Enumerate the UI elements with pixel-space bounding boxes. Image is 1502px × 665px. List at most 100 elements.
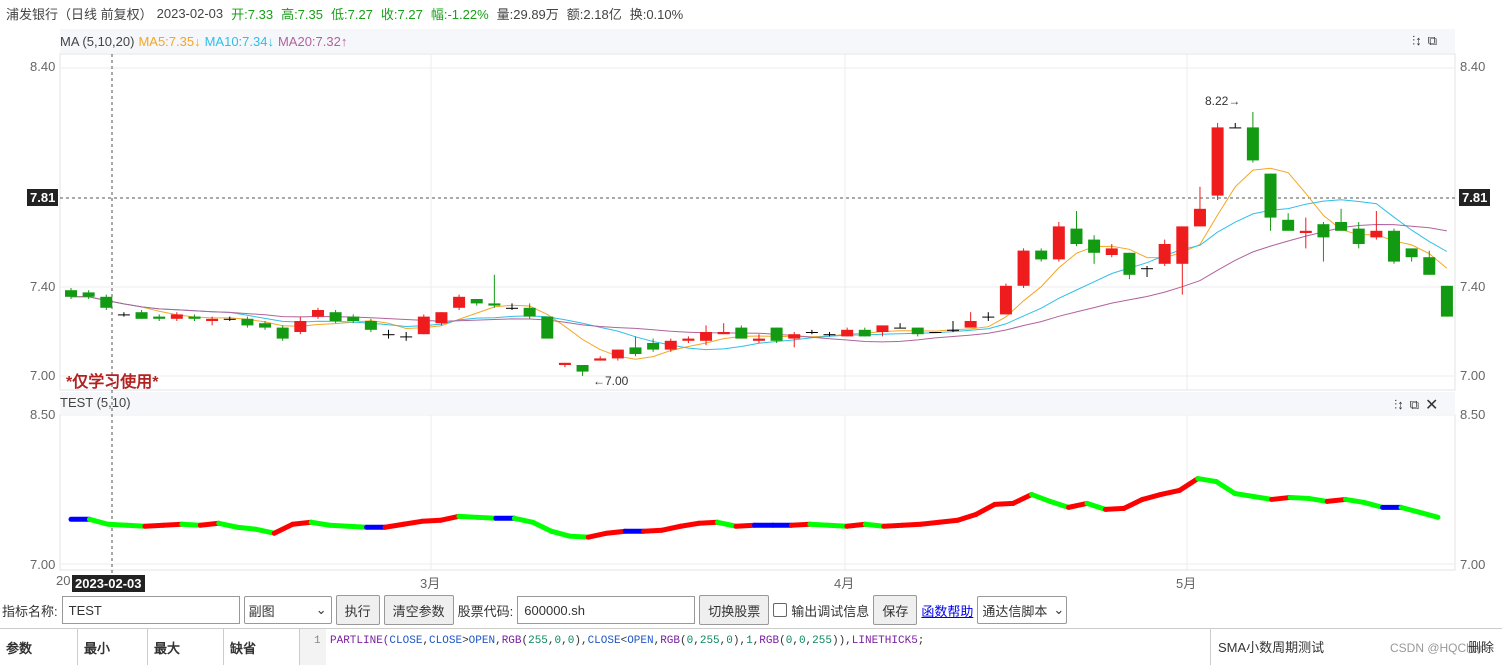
code-token: > — [462, 635, 469, 647]
main-chart-frame — [59, 53, 1456, 391]
sub-line-segment — [142, 522, 166, 529]
kline-chart[interactable] — [0, 0, 1502, 593]
candle-body — [400, 336, 413, 338]
delete-button[interactable]: 删除 — [1468, 640, 1495, 655]
script-type-value: 通达信脚本 — [982, 603, 1048, 619]
candle-body — [1299, 230, 1312, 233]
sub-line-segment — [327, 522, 351, 529]
adjust-params-icon[interactable]: ⫶↕ — [1394, 397, 1404, 412]
candle-body — [1246, 127, 1259, 161]
script-list-item[interactable]: SMA小数周期测试 — [1218, 640, 1325, 655]
function-help-link[interactable]: 函数帮助 — [921, 603, 974, 619]
code-token: ), — [732, 635, 747, 647]
chart-type-select[interactable]: 副图 ⌄ — [243, 596, 332, 624]
indicator-name-label: 指标名称: — [2, 603, 58, 619]
sub-line-segment — [345, 523, 370, 530]
code-token: 0 — [567, 635, 575, 647]
code-token: 0 — [554, 635, 562, 647]
main-chart-tools: ⫶↕ ⧉ — [1412, 33, 1437, 49]
code-token: CLOSE — [587, 635, 621, 647]
candle-body — [1282, 219, 1295, 231]
sub-chart-frame — [59, 414, 1456, 571]
candle-body — [770, 327, 783, 341]
code-token: OPEN — [468, 635, 496, 647]
sub-chart-header — [60, 392, 1455, 414]
sub-line-segment — [678, 520, 702, 529]
code-token: 255 — [528, 635, 548, 647]
switch-stock-button[interactable]: 切换股票 — [699, 595, 770, 625]
indicator-name-input[interactable]: TEST — [61, 596, 240, 624]
script-type-select[interactable]: 通达信脚本 ⌄ — [977, 596, 1068, 624]
sub-line-segment — [548, 528, 573, 539]
high-price: 高:7.35 — [281, 6, 323, 22]
code-token: ), — [574, 635, 588, 647]
code-editor[interactable]: PARTLINE(CLOSE, CLOSE > OPEN, RGB(255, 0, 0), C… — [330, 629, 924, 665]
candle-body — [153, 316, 166, 319]
candle-body — [911, 327, 924, 335]
x-tick-apr: 4月 — [834, 576, 855, 591]
sub-line-segment — [456, 513, 480, 520]
adjust-params-icon[interactable]: ⫶↕ — [1412, 33, 1422, 48]
save-button[interactable]: 保存 — [873, 595, 918, 625]
low-price: 低:7.27 — [330, 6, 373, 22]
ma10-line — [71, 199, 1448, 351]
sub-line-segment — [308, 519, 333, 528]
main-chart-header — [60, 29, 1455, 53]
code-token: RGB — [759, 635, 780, 647]
code-token: PARTLINE( — [330, 635, 390, 647]
candle-body — [435, 312, 448, 324]
y-tick-sub-bottom-right: 7.00 — [1460, 557, 1486, 572]
watermark-text: *仅学习使用* — [66, 374, 159, 391]
candle-body — [1440, 285, 1453, 317]
open-price: 开:7.33 — [231, 6, 274, 22]
ma10-label: MA10:7.34↓ — [204, 33, 274, 49]
y-tick-main-bottom-right: 7.00 — [1460, 368, 1486, 383]
code-token: , — [752, 635, 760, 647]
candle-body — [347, 316, 360, 321]
crosshair-price-left: 7.81 — [27, 189, 59, 206]
sub-line-segment — [1102, 505, 1127, 512]
candle-body — [1229, 127, 1242, 129]
code-token: < — [620, 635, 628, 647]
change-pct: 幅:-1.22% — [430, 6, 489, 22]
change-indicator-icon[interactable]: ⧉ — [1427, 33, 1438, 48]
amount: 额:2.18亿 — [566, 6, 622, 22]
candle-body — [470, 299, 483, 304]
candle-body — [276, 327, 289, 339]
candle-body — [700, 332, 713, 341]
sub-line-segment — [1398, 504, 1423, 515]
quote-header: 浦发银行 （日线 前复权） 2023-02-03 开:7.33 高:7.35 低… — [0, 0, 1502, 26]
stock-code-input[interactable]: 600000.sh — [517, 596, 696, 624]
candle-body — [329, 312, 342, 321]
volume: 量:29.89万 — [496, 6, 559, 22]
x-tick-start: 20 — [56, 573, 71, 588]
close-icon[interactable]: ✕ — [1425, 397, 1439, 414]
code-token: , — [547, 635, 555, 647]
script-toolbar: 指标名称: TEST 副图 ⌄ 执行 清空参数 股票代码: 600000.sh … — [0, 593, 1502, 627]
sub-line-segment — [567, 533, 591, 540]
candle-body — [206, 318, 219, 321]
candle-body — [82, 292, 95, 297]
candle-body — [1141, 268, 1154, 270]
period-info: （日线 前复权） — [58, 6, 153, 22]
debug-checkbox[interactable] — [773, 603, 788, 617]
sub-line-segment — [401, 518, 425, 527]
candle-body — [1193, 208, 1206, 227]
sub-line-segment — [585, 530, 610, 540]
sub-line-segment — [1029, 491, 1053, 504]
stock-code-label: 股票代码: — [457, 603, 514, 619]
candle-body — [788, 334, 801, 339]
sub-line-segment — [1250, 493, 1275, 502]
candle-body — [999, 285, 1012, 315]
change-indicator-icon[interactable]: ⧉ — [1409, 397, 1420, 412]
candle-body — [929, 332, 942, 333]
sub-line-segment — [123, 522, 148, 529]
code-token: 255 — [699, 635, 720, 647]
param-header-min: 最小 — [78, 629, 148, 665]
clear-params-button[interactable]: 清空参数 — [383, 595, 454, 625]
code-token: 255 — [812, 635, 832, 647]
ma-label: MA (5,10,20) — [60, 33, 135, 49]
sub-line-segment — [1084, 500, 1108, 512]
candle-body — [576, 365, 589, 372]
execute-button[interactable]: 执行 — [335, 595, 380, 625]
